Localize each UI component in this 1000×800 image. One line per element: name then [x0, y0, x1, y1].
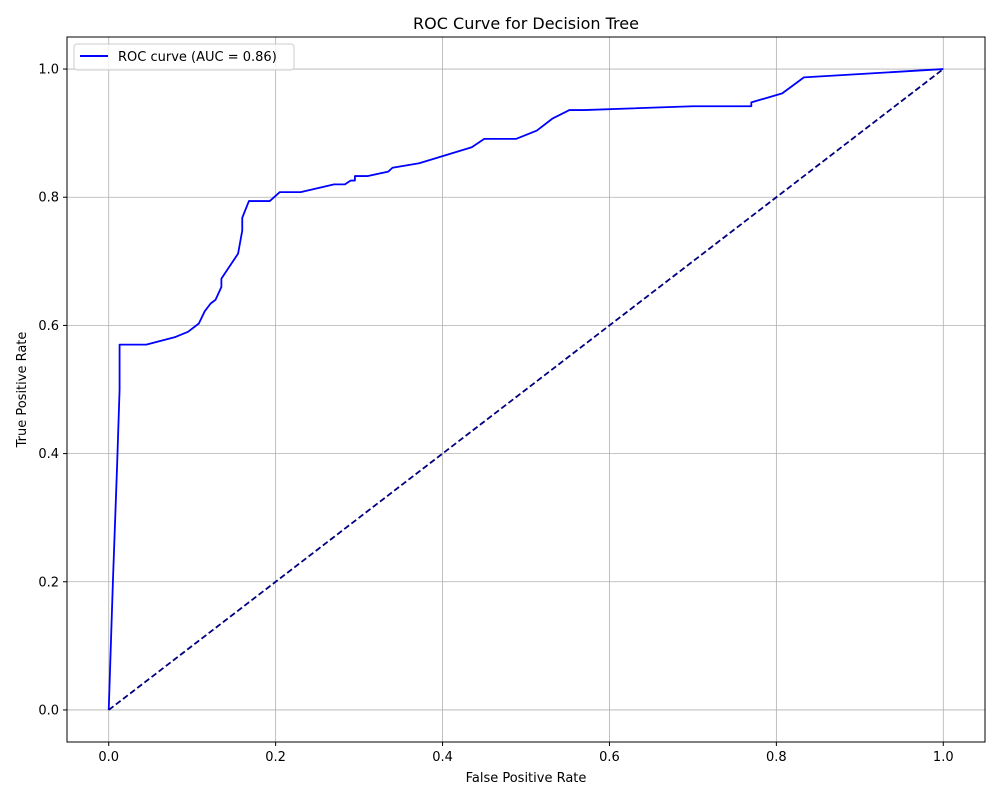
- roc-curve-line: [107, 68, 944, 710]
- y-tick-label: 0.8: [38, 191, 59, 206]
- x-tick-label: 1.0: [933, 750, 954, 765]
- x-tick-label: 0.6: [599, 750, 620, 765]
- tick-layer: 0.0 0.2 0.4 0.6 0.8 1.0 0.0 0.2 0.4 0.6 0.8 1.0: [38, 63, 953, 765]
- legend-entry-label: ROC curve (AUC = 0.86): [118, 50, 277, 65]
- chart-title: ROC Curve for Decision Tree: [413, 14, 639, 33]
- chance-diagonal-line: [108, 68, 944, 711]
- legend-box: [73, 43, 295, 71]
- y-tick-label: 1.0: [38, 63, 59, 78]
- x-tick-label: 0.0: [98, 750, 119, 765]
- y-tick-label: 0.4: [38, 447, 59, 462]
- x-axis-label: False Positive Rate: [466, 771, 587, 786]
- x-tick-label: 0.4: [432, 750, 453, 765]
- legend: ROC curve (AUC = 0.86): [73, 43, 295, 71]
- y-tick-label: 0.6: [38, 319, 59, 334]
- y-tick-label: 0.0: [38, 703, 59, 718]
- x-tick-label: 0.8: [766, 750, 787, 765]
- plot-frame: [66, 36, 986, 743]
- y-tick-label: 0.2: [38, 575, 59, 590]
- series-layer: [107, 68, 944, 711]
- y-axis-label: True Positive Rate: [15, 332, 30, 449]
- x-tick-label: 0.2: [265, 750, 286, 765]
